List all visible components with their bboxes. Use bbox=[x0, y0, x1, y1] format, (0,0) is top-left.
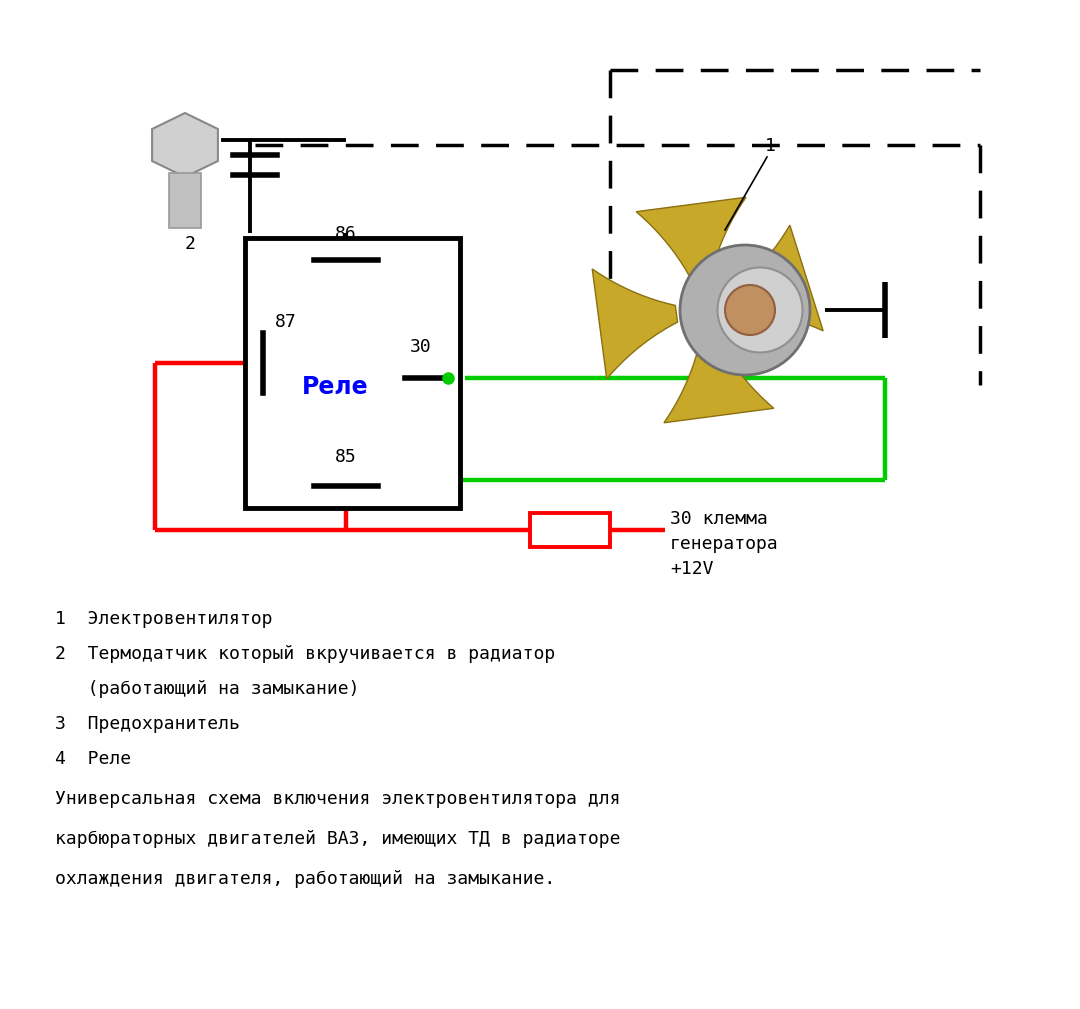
Polygon shape bbox=[664, 337, 774, 423]
Polygon shape bbox=[592, 269, 677, 378]
Text: 30 клемма
генератора
+12V: 30 клемма генератора +12V bbox=[670, 510, 779, 578]
Bar bbox=[168, 173, 201, 228]
Ellipse shape bbox=[725, 285, 775, 335]
Text: (работающий на замыкание): (работающий на замыкание) bbox=[55, 680, 360, 698]
Text: карбюраторных двигателей ВАЗ, имеющих ТД в радиаторе: карбюраторных двигателей ВАЗ, имеющих ТД… bbox=[55, 830, 621, 848]
Text: охлаждения двигателя, работающий на замыкание.: охлаждения двигателя, работающий на замы… bbox=[55, 870, 555, 888]
Text: 30: 30 bbox=[410, 338, 432, 356]
Text: 3  Предохранитель: 3 Предохранитель bbox=[55, 715, 240, 733]
Polygon shape bbox=[730, 225, 823, 331]
Polygon shape bbox=[636, 197, 746, 283]
Text: 2  Термодатчик который вкручивается в радиатор: 2 Термодатчик который вкручивается в рад… bbox=[55, 645, 555, 663]
Text: 2: 2 bbox=[185, 235, 195, 253]
Text: 1  Электровентилятор: 1 Электровентилятор bbox=[55, 610, 272, 628]
Ellipse shape bbox=[680, 245, 810, 375]
Text: 85: 85 bbox=[335, 448, 356, 466]
Text: Реле: Реле bbox=[302, 374, 368, 399]
Text: 4  Реле: 4 Реле bbox=[55, 750, 131, 768]
Bar bbox=[530, 513, 610, 547]
Text: 87: 87 bbox=[275, 314, 297, 331]
Text: Универсальная схема включения электровентилятора для: Универсальная схема включения электровен… bbox=[55, 790, 621, 808]
Polygon shape bbox=[152, 113, 218, 177]
Text: 86: 86 bbox=[335, 225, 356, 243]
Ellipse shape bbox=[717, 267, 802, 352]
Bar bbox=[245, 238, 460, 508]
Text: 1: 1 bbox=[765, 137, 775, 155]
